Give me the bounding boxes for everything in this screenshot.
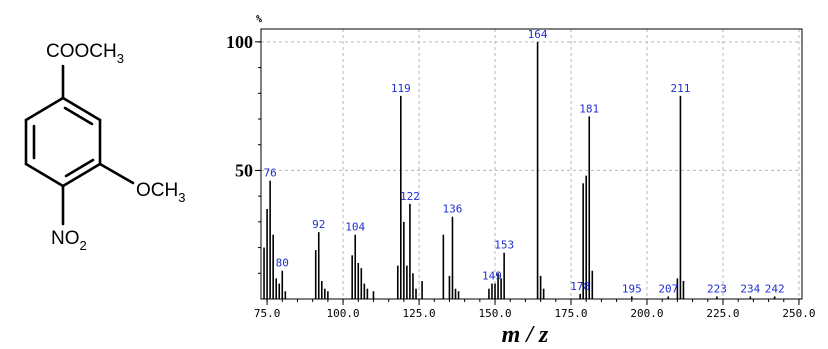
peak-label: 195: [622, 282, 642, 295]
peak-label: 207: [658, 282, 678, 295]
nitro-label: NO2: [51, 228, 87, 253]
peak-label: 76: [263, 167, 276, 180]
peak-label: 104: [345, 221, 365, 234]
ring-bond: [24, 96, 65, 122]
peak-label: 80: [276, 257, 289, 270]
peak-label: 149: [482, 270, 502, 283]
peak-label: 136: [443, 203, 463, 216]
peak-label: 211: [670, 82, 690, 95]
x-tick-label: 150.0: [478, 307, 511, 320]
peak-label: 164: [528, 28, 548, 41]
ring-bond: [61, 162, 102, 188]
peak-label: 119: [391, 82, 411, 95]
x-tick-label: 200.0: [630, 307, 663, 320]
y-tick-label: 50: [235, 160, 253, 180]
x-tick-label: 250.0: [782, 307, 815, 320]
methoxy-label: OCH3: [136, 180, 185, 205]
peak-label: 242: [765, 282, 785, 295]
y-unit-label: %: [256, 14, 262, 25]
x-tick-label: 175.0: [554, 307, 587, 320]
molecule-structure: COOCH3 OCH3 NO2: [24, 41, 185, 253]
x-tick-label: 125.0: [402, 307, 435, 320]
ester-label: COOCH3: [46, 41, 124, 66]
x-tick-label: 75.0: [254, 307, 281, 320]
peak-labels: 76 80 92 104 119 122 136 149 153 164 178 181 195 207 2…: [263, 28, 784, 296]
peak-label: 234: [740, 282, 760, 295]
peak-label: 223: [707, 282, 727, 295]
ring-double-bond: [64, 158, 95, 178]
tick-labels: 75.0 100.0 125.0 150.0 175.0 200.0 225.0 250.0 5…: [226, 32, 816, 320]
ring-bond: [24, 162, 65, 188]
peak-label: 178: [570, 280, 590, 293]
peak-label: 181: [579, 102, 599, 115]
mass-spectrum-chart: 76 80 92 104 119 122 136 149 153 164 178 181 195 207 2…: [226, 14, 816, 348]
ring-bond: [61, 96, 102, 122]
axes: [255, 28, 803, 305]
peak-label: 122: [400, 190, 420, 203]
plot-frame: [260, 28, 803, 300]
y-tick-label: 100: [226, 32, 253, 52]
peaks: [263, 41, 776, 299]
peak-label: 153: [494, 239, 514, 252]
ring-double-bond: [63, 106, 94, 126]
x-tick-label: 225.0: [706, 307, 739, 320]
x-tick-label: 100.0: [326, 307, 359, 320]
grid-lines: [261, 29, 802, 299]
peak-label: 92: [312, 218, 325, 231]
methoxy-bond: [98, 162, 135, 185]
x-axis-label: m / z: [502, 322, 549, 348]
